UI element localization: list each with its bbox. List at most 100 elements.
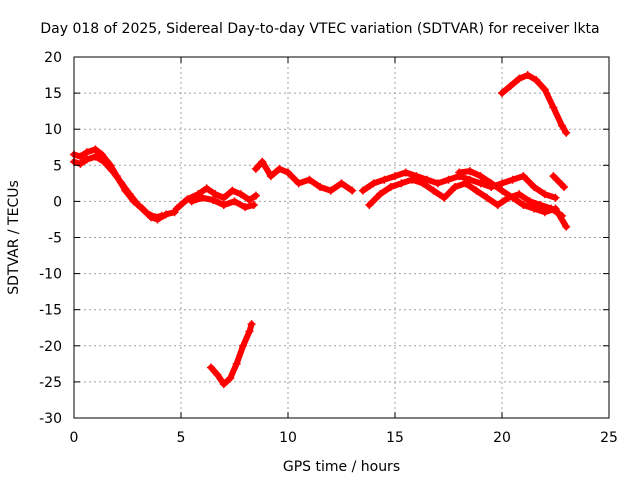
- data-point: [305, 175, 314, 184]
- data-point: [450, 182, 459, 191]
- series-track-early-b: [70, 152, 166, 222]
- data-point: [532, 76, 541, 85]
- data-point: [418, 179, 427, 188]
- data-point: [519, 201, 528, 210]
- data-point: [423, 175, 432, 184]
- data-point: [172, 204, 181, 213]
- data-point: [337, 179, 346, 188]
- data-point: [483, 193, 492, 202]
- y-tick-label: 15: [44, 86, 62, 102]
- data-point: [540, 190, 549, 199]
- data-point: [226, 374, 235, 383]
- data-point: [391, 172, 399, 181]
- data-point: [284, 168, 292, 177]
- data-point: [433, 179, 442, 188]
- data-point: [472, 186, 481, 195]
- data-point: [187, 197, 196, 206]
- data-point: [251, 164, 260, 173]
- data-point: [157, 211, 166, 220]
- data-point: [211, 190, 220, 199]
- y-tick-label: -15: [39, 303, 62, 319]
- data-point: [498, 179, 506, 188]
- data-point: [557, 121, 566, 130]
- y-tick-label: -5: [48, 231, 62, 247]
- data-point: [202, 184, 211, 193]
- y-axis-title: SDTVAR / TECUs: [6, 180, 22, 295]
- data-point: [530, 182, 539, 191]
- data-point: [506, 81, 515, 90]
- data-point: [465, 167, 474, 176]
- series-track-mid-a: [172, 184, 260, 213]
- data-point: [444, 175, 453, 184]
- data-point: [249, 201, 258, 210]
- data-point: [498, 89, 506, 98]
- data-point: [476, 172, 485, 181]
- series-track-mid-b: [187, 193, 258, 212]
- data-point: [82, 148, 91, 157]
- x-tick-label: 25: [600, 430, 618, 446]
- y-tick-label: 0: [53, 194, 62, 210]
- x-tick-label: 0: [70, 430, 79, 446]
- grid: [74, 57, 609, 418]
- data-point: [461, 179, 470, 188]
- data-point: [209, 195, 218, 204]
- data-point: [142, 208, 151, 217]
- data-point: [228, 186, 237, 195]
- data-point: [76, 152, 85, 161]
- series-track-late-d: [549, 172, 569, 191]
- data-point: [386, 182, 395, 191]
- data-point: [487, 179, 496, 188]
- x-tick-label: 10: [279, 430, 297, 446]
- data-point: [380, 175, 389, 184]
- data-point: [275, 164, 284, 173]
- data-point: [530, 204, 539, 213]
- series-trace: [71, 153, 165, 221]
- data-point: [76, 159, 85, 168]
- y-tick-label: -25: [39, 375, 62, 391]
- data-series: [70, 71, 571, 389]
- data-point: [241, 203, 250, 212]
- data-point: [245, 195, 254, 204]
- chart-title: Day 018 of 2025, Sidereal Day-to-day VTE…: [40, 21, 599, 37]
- data-point: [508, 175, 517, 184]
- data-point: [206, 363, 215, 372]
- y-tick-label: 5: [53, 158, 62, 174]
- data-point: [108, 167, 117, 176]
- data-point: [455, 168, 464, 177]
- x-axis-title: GPS time / hours: [283, 459, 400, 475]
- data-point: [125, 190, 134, 199]
- data-point: [316, 182, 325, 191]
- data-point: [465, 175, 474, 184]
- data-point: [376, 190, 385, 199]
- data-point: [440, 193, 449, 202]
- data-point: [91, 152, 100, 161]
- data-point: [258, 157, 267, 166]
- data-point: [560, 182, 569, 191]
- data-point: [245, 327, 254, 336]
- y-tick-label: 20: [44, 50, 62, 66]
- data-point: [99, 157, 108, 166]
- y-tick-label: -10: [39, 267, 62, 283]
- data-point: [219, 193, 228, 202]
- y-tick-label: -30: [39, 411, 62, 427]
- data-point: [562, 222, 571, 231]
- data-point: [551, 193, 560, 202]
- data-point: [429, 186, 438, 195]
- data-point: [540, 208, 549, 217]
- x-tick-label: 15: [386, 430, 404, 446]
- axis-ticks: 0 5 10 15 20 25 -30 -25 -20 -15 -10 -5 0 5 10 15 20: [39, 50, 618, 446]
- y-tick-label: 10: [44, 122, 62, 138]
- x-tick-label: 20: [493, 430, 511, 446]
- series-trace: [499, 72, 570, 136]
- data-point: [549, 103, 558, 112]
- data-point: [551, 204, 560, 213]
- data-point: [219, 380, 228, 389]
- series-track-spike-high: [498, 71, 571, 137]
- data-point: [236, 190, 245, 199]
- data-point: [247, 320, 256, 329]
- data-point: [549, 172, 558, 181]
- data-point: [476, 179, 485, 188]
- data-point: [348, 186, 357, 195]
- data-point: [117, 178, 126, 187]
- data-point: [239, 341, 248, 350]
